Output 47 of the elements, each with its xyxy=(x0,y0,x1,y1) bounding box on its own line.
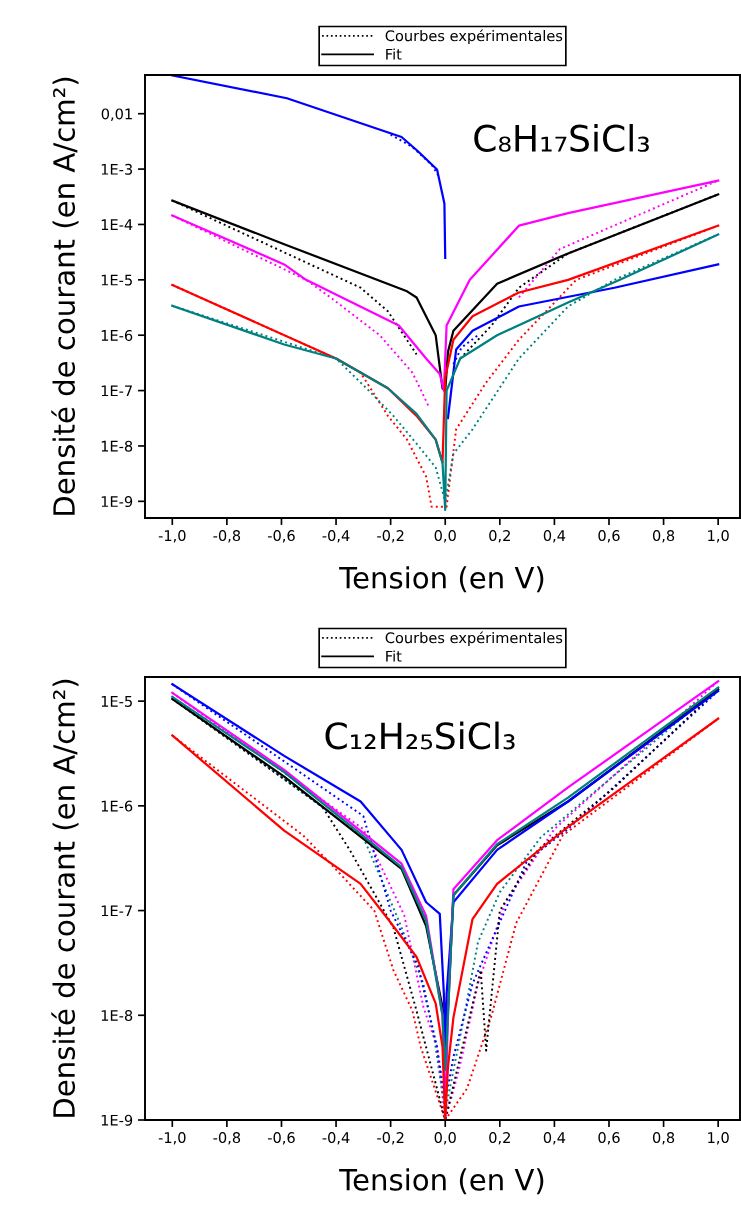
x-tick-label: -0,4 xyxy=(322,530,350,543)
y-tick-label: 1E-7 xyxy=(101,385,132,397)
annotation: C₈H₁₇SiCl₃ xyxy=(474,123,649,152)
x-axis-title: Tension (en V) xyxy=(339,566,544,593)
x-tick-label: -0,2 xyxy=(377,1132,404,1145)
x-tick-label: 0,6 xyxy=(598,1132,620,1145)
y-axis-title: Densité de courant (en A/cm²) xyxy=(51,679,79,1117)
x-tick-label: -0,4 xyxy=(322,1132,350,1145)
y-tick-label: 1E-5 xyxy=(101,274,132,286)
y-axis-title: Densité de courant (en A/cm²) xyxy=(51,77,79,515)
x-axis-title: Tension (en V) xyxy=(339,1168,544,1195)
x-tick-label: 0,2 xyxy=(489,1132,510,1145)
x-tick-label: 0,0 xyxy=(434,1132,456,1145)
x-tick-label: 0,4 xyxy=(543,530,566,543)
y-tick-label: 1E-9 xyxy=(101,496,133,508)
y-tick-label: 1E-4 xyxy=(101,219,133,230)
y-tick-label: 1E-8 xyxy=(101,440,133,452)
x-tick-label: -1,0 xyxy=(158,530,186,543)
x-tick-label: 0,4 xyxy=(543,1132,566,1145)
x-tick-label: -0,6 xyxy=(267,530,295,543)
x-tick-label: -1,0 xyxy=(158,1132,186,1145)
x-tick-label: -0,2 xyxy=(377,530,404,543)
x-tick-label: 0,8 xyxy=(652,530,675,543)
line-series xyxy=(446,263,720,420)
x-tick-label: 1,0 xyxy=(708,1132,729,1145)
legend-label: Fit xyxy=(386,650,402,662)
x-tick-label: 1,0 xyxy=(708,530,729,543)
legend-label: Courbes expérimentales xyxy=(385,631,563,647)
y-tick-label: 1E-5 xyxy=(101,696,132,707)
x-tick-label: -0,8 xyxy=(213,530,241,543)
y-tick-label: 1E-8 xyxy=(101,1010,133,1022)
y-tick-label: 1E-7 xyxy=(101,905,132,917)
x-tick-label: 0,2 xyxy=(489,530,510,543)
x-tick-label: 0,6 xyxy=(598,530,620,543)
y-tick-label: 1E-9 xyxy=(101,1114,133,1126)
legend-label: Fit xyxy=(386,48,402,60)
y-tick-label: 1E-6 xyxy=(101,800,133,812)
x-tick-label: -0,8 xyxy=(213,1132,241,1145)
y-tick-label: 1E-3 xyxy=(101,163,133,175)
line-series xyxy=(171,75,447,259)
x-tick-label: -0,6 xyxy=(267,1132,295,1145)
y-tick-label: 0,01 xyxy=(101,108,132,121)
x-tick-label: 0,0 xyxy=(434,530,456,543)
y-tick-label: 1E-6 xyxy=(101,329,133,341)
legend-label: Courbes expérimentales xyxy=(385,29,563,45)
x-tick-label: 0,8 xyxy=(652,1132,675,1145)
annotation: C₁₂H₂₅SiCl₃ xyxy=(325,721,515,750)
